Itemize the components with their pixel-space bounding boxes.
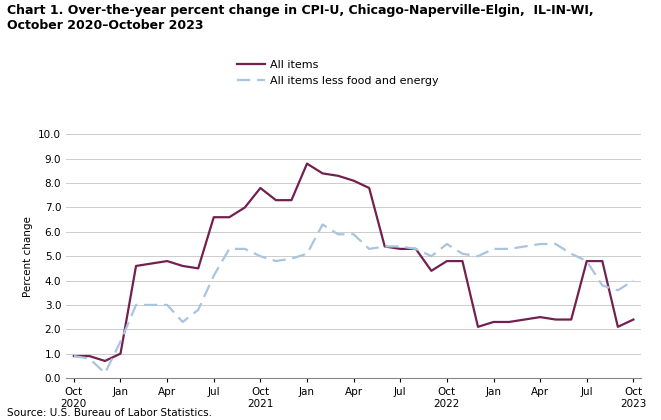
Legend: All items, All items less food and energy: All items, All items less food and energ… [237,60,439,86]
Text: Source: U.S. Bureau of Labor Statistics.: Source: U.S. Bureau of Labor Statistics. [7,408,212,418]
Text: Chart 1. Over-the-year percent change in CPI-U, Chicago-Naperville-Elgin,  IL-IN: Chart 1. Over-the-year percent change in… [7,4,593,32]
Y-axis label: Percent change: Percent change [22,216,32,297]
